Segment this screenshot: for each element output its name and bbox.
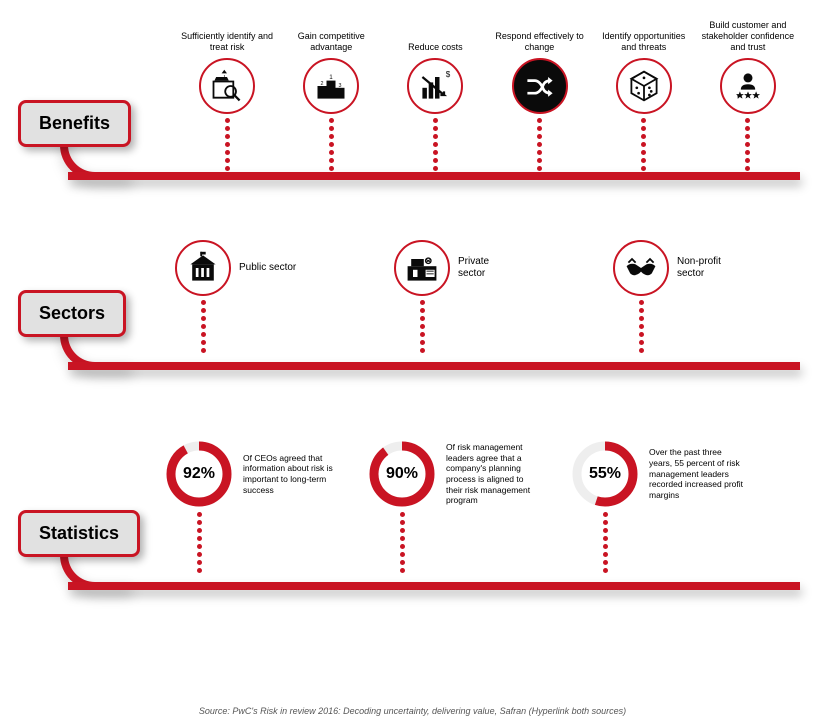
stat-item: 92% Of CEOs agreed that information abou… [165, 440, 338, 573]
stat-donut: 90% [368, 440, 436, 508]
benefit-label: Sufficiently identify and treat risk [177, 30, 277, 52]
dice-icon [616, 58, 672, 114]
stat-label: Over the past three years, 55 percent of… [649, 447, 744, 500]
connector-dots [433, 118, 438, 171]
baseline [68, 362, 800, 370]
benefit-label: Gain competitive advantage [281, 30, 381, 52]
connector-dots [197, 512, 202, 573]
benefit-item: Gain competitive advantage 12 3 [281, 30, 381, 171]
connector-dots [639, 300, 644, 353]
connector-dots [400, 512, 405, 573]
benefit-label: Build customer and stakeholder confidenc… [698, 20, 798, 52]
benefit-item: Sufficiently identify and treat risk ! [177, 30, 277, 171]
benefits-tab: Benefits [18, 100, 131, 147]
cost-down-icon: $ [407, 58, 463, 114]
trust-icon [720, 58, 776, 114]
source-text: Source: PwC's Risk in review 2016: Decod… [0, 706, 825, 716]
baseline [68, 172, 800, 180]
statistics-section: 92% Of CEOs agreed that information abou… [0, 425, 825, 625]
connector-dots [603, 512, 608, 573]
stat-percent: 55% [571, 440, 639, 508]
connector-dots [745, 118, 750, 171]
svg-text:!: ! [224, 75, 226, 82]
statistics-tab: Statistics [18, 510, 140, 557]
stat-percent: 90% [368, 440, 436, 508]
benefit-label: Respond effectively to change [490, 30, 590, 52]
benefit-item: Identify opportunities and threats [594, 30, 694, 171]
podium-icon: 12 3 [303, 58, 359, 114]
svg-text:3: 3 [339, 83, 342, 89]
connector-dots [641, 118, 646, 171]
nonprofit-icon [613, 240, 669, 296]
sector-label: Private sector [458, 256, 518, 280]
sectors-section: Public sector Private sector Non-profit … [0, 225, 825, 400]
stat-label: Of risk management leaders agree that a … [446, 442, 541, 506]
private-icon [394, 240, 450, 296]
svg-text:2: 2 [321, 81, 324, 87]
public-icon [175, 240, 231, 296]
benefits-items: Sufficiently identify and treat risk ! G… [175, 20, 800, 171]
risk-folder-icon: ! [199, 58, 255, 114]
connector-dots [329, 118, 334, 171]
sector-item: Non-profit sector [613, 240, 737, 353]
svg-text:$: $ [446, 70, 451, 79]
stat-donut: 55% [571, 440, 639, 508]
connector-dots [225, 118, 230, 171]
benefit-item: Respond effectively to change [490, 30, 590, 171]
benefit-item: Reduce costs $ [385, 30, 485, 171]
svg-text:1: 1 [329, 74, 333, 81]
connector-dots [201, 300, 206, 353]
benefit-item: Build customer and stakeholder confidenc… [698, 20, 798, 171]
benefits-section: Sufficiently identify and treat risk ! G… [0, 0, 825, 200]
baseline [68, 582, 800, 590]
stat-percent: 92% [165, 440, 233, 508]
sector-label: Non-profit sector [677, 256, 737, 280]
shuffle-icon [512, 58, 568, 114]
connector-dots [537, 118, 542, 171]
sector-label: Public sector [239, 262, 299, 274]
benefit-label: Reduce costs [408, 30, 463, 52]
stat-item: 90% Of risk management leaders agree tha… [368, 440, 541, 573]
stat-donut: 92% [165, 440, 233, 508]
sectors-items: Public sector Private sector Non-profit … [175, 240, 745, 353]
stat-item: 55% Over the past three years, 55 percen… [571, 440, 744, 573]
sector-item: Private sector [394, 240, 518, 353]
stats-items: 92% Of CEOs agreed that information abou… [165, 440, 795, 573]
stat-label: Of CEOs agreed that information about ri… [243, 453, 338, 496]
benefit-label: Identify opportunities and threats [594, 30, 694, 52]
sectors-tab: Sectors [18, 290, 126, 337]
connector-dots [420, 300, 425, 353]
sector-item: Public sector [175, 240, 299, 353]
